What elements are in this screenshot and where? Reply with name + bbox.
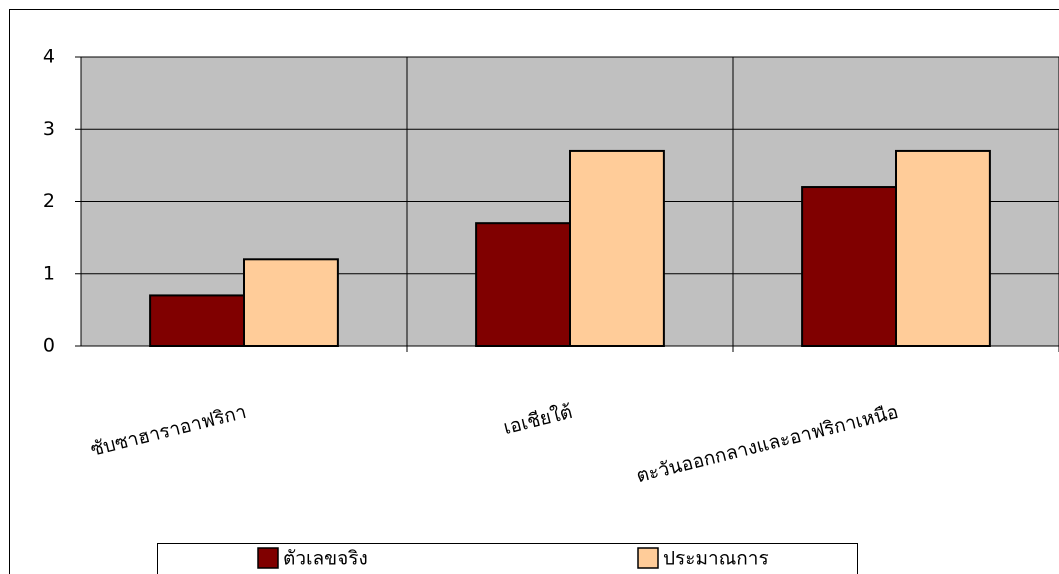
bar	[895, 149, 991, 347]
bar	[569, 149, 665, 347]
y-tick-label: 1	[43, 262, 55, 284]
y-tick-label: 4	[43, 46, 55, 68]
y-tick-label: 2	[43, 190, 55, 212]
legend-label: ประมาณการ	[663, 548, 769, 570]
y-tick-label: 3	[43, 118, 55, 140]
legend-label: ตัวเลขจริง	[283, 548, 368, 570]
bar	[475, 222, 571, 347]
y-tick-label: 0	[43, 335, 55, 357]
bar	[243, 258, 339, 347]
bar	[801, 186, 897, 347]
legend-swatch	[637, 547, 659, 569]
bar	[149, 294, 245, 347]
legend-swatch	[257, 547, 279, 569]
